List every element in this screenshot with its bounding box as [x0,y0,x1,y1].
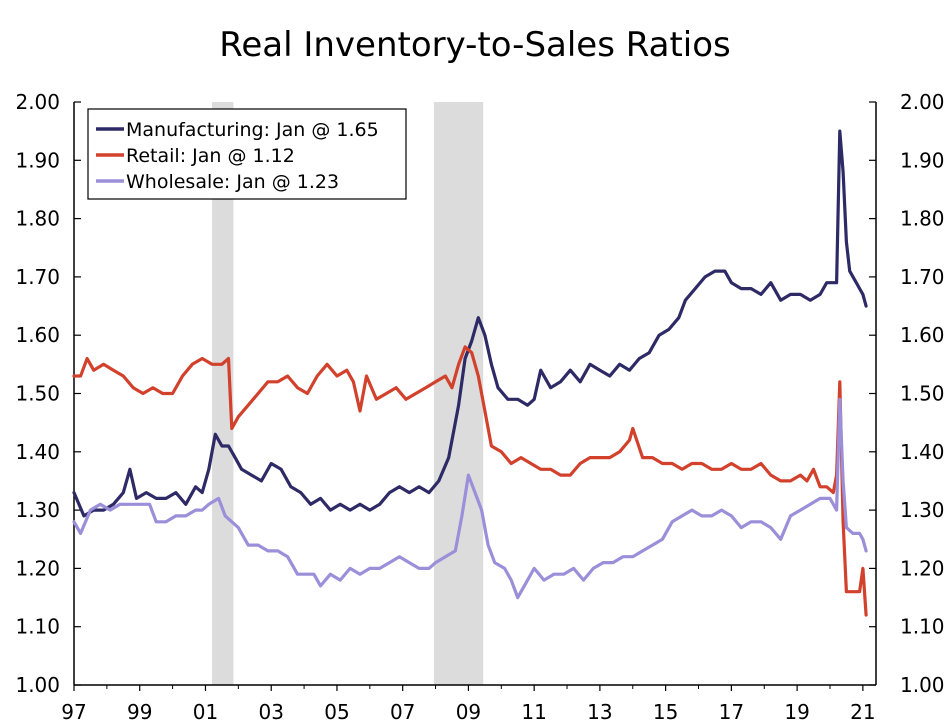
y-tick-label-left: 1.30 [15,498,60,522]
legend-box [87,108,407,200]
x-tick-label: 09 [456,700,481,724]
legend-label-2: Retail: Jan @ 1.12 [126,145,295,167]
x-tick-label: 97 [61,700,86,724]
axes: 1.00 1.00 1.10 1.10 1.20 1.20 1.30 1.30 1.40 1.40… [15,90,944,724]
series-line-3 [72,397,868,600]
x-tick-label: 07 [390,700,415,724]
y-tick-label-right: 1.70 [900,265,945,289]
chart-title: Real Inventory-to-Sales Ratios [219,25,731,65]
x-tick-label: 05 [324,700,349,724]
y-tick-label-right: 1.20 [900,556,945,580]
x-tick-label: 17 [719,700,744,724]
x-tick-label: 21 [850,700,875,724]
legend-label-1: Manufacturing: Jan @ 1.65 [126,119,379,141]
recession-bands [212,102,484,685]
y-tick-label-left: 2.00 [15,90,60,114]
y-tick-label-right: 1.30 [900,498,945,522]
y-tick-label-left: 1.60 [15,323,60,347]
y-tick-label-right: 1.80 [900,207,945,231]
x-tick-label: 13 [587,700,612,724]
y-tick-label-left: 1.50 [15,382,60,406]
x-tick-label: 15 [653,700,678,724]
y-tick-label-right: 1.10 [900,615,945,639]
y-tick-label-right: 1.00 [900,673,945,697]
x-tick-label: 99 [127,700,152,724]
x-tick-label: 03 [258,700,283,724]
y-tick-label-right: 2.00 [900,90,945,114]
x-tick-label: 01 [193,700,218,724]
y-tick-label-left: 1.40 [15,440,60,464]
y-tick-label-left: 1.70 [15,265,60,289]
y-tick-label-left: 1.90 [15,148,60,172]
y-tick-label-left: 1.10 [15,615,60,639]
y-tick-label-right: 1.60 [900,323,945,347]
recession-band [433,102,484,685]
series-line-2 [72,345,868,617]
x-tick-label: 19 [784,700,809,724]
recession-band [212,102,234,685]
x-tick-label: 11 [521,700,546,724]
y-tick-label-right: 1.90 [900,148,945,172]
y-tick-label-left: 1.00 [15,673,60,697]
y-tick-label-left: 1.20 [15,556,60,580]
y-tick-label-right: 1.50 [900,382,945,406]
series-lines [72,129,868,617]
legend: Manufacturing: Jan @ 1.65 Retail: Jan @ 1… [87,108,407,200]
legend-label-3: Wholesale: Jan @ 1.23 [126,171,339,193]
y-tick-label-right: 1.40 [900,440,945,464]
y-tick-label-left: 1.80 [15,207,60,231]
series-line-1 [72,129,868,518]
